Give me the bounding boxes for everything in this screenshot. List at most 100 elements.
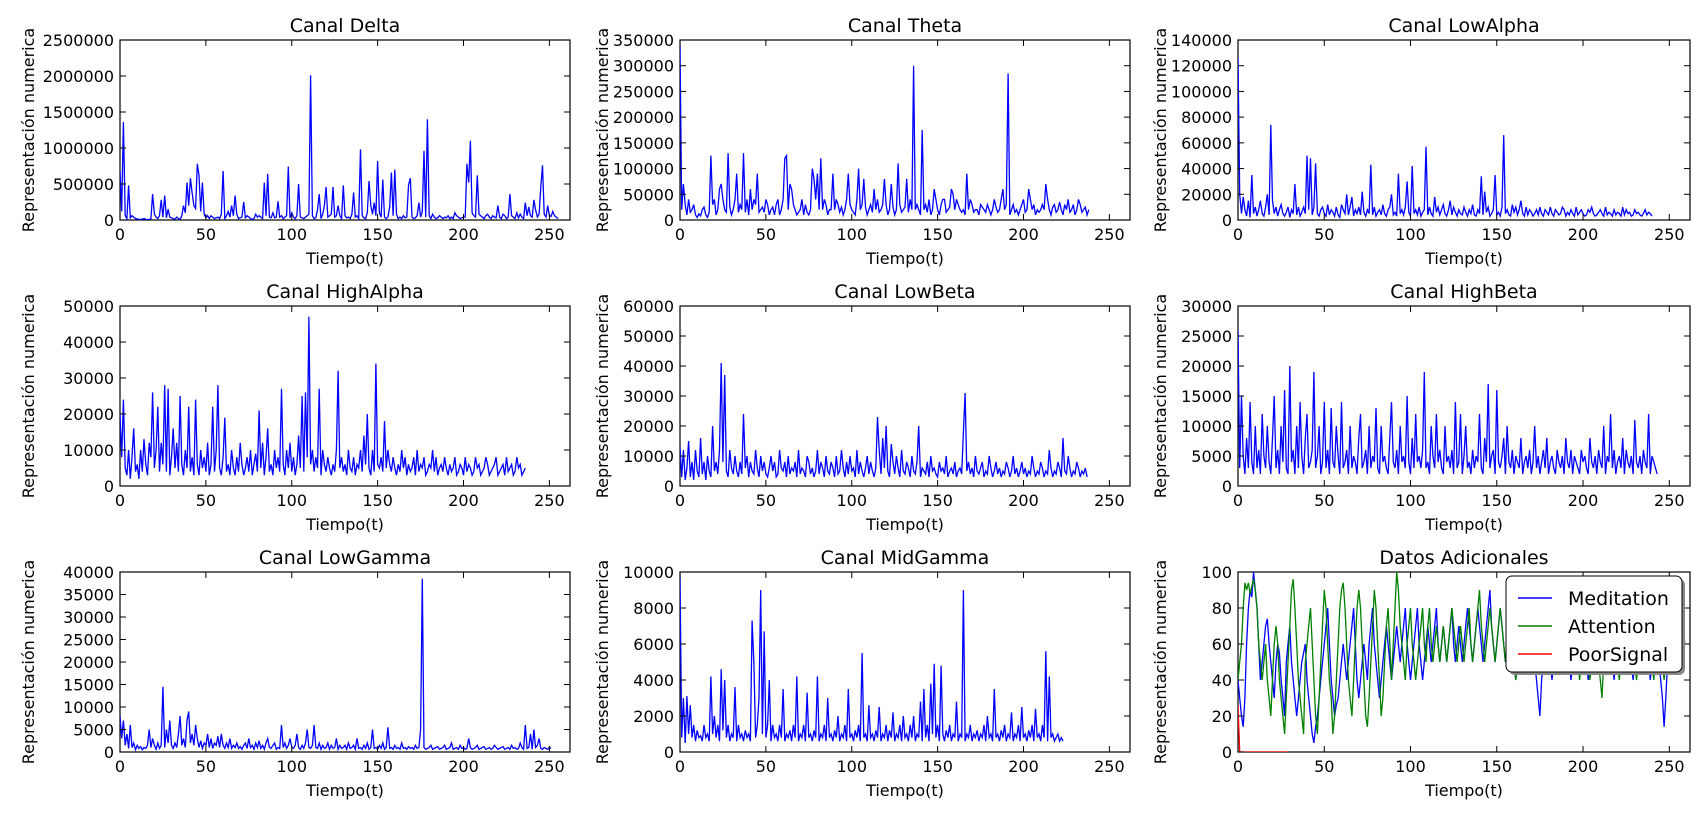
- x-tick-label: 0: [115, 491, 125, 510]
- x-tick-label: 50: [756, 491, 776, 510]
- y-tick-label: 2000000: [43, 67, 114, 86]
- y-tick-label: 35000: [63, 586, 114, 605]
- chart-title: Canal LowBeta: [834, 281, 975, 303]
- x-tick-label: 200: [1568, 491, 1599, 510]
- y-tick-label: 30000: [63, 608, 114, 627]
- x-tick-label: 200: [448, 757, 479, 776]
- legend-label: Attention: [1568, 616, 1656, 638]
- x-axis-label: Tiempo(t): [865, 249, 944, 268]
- plot-frame: [119, 571, 571, 753]
- series-line: [120, 316, 526, 479]
- y-tick-label: 20000: [1181, 357, 1232, 376]
- chart-title: Canal HighAlpha: [266, 281, 424, 303]
- y-tick-label: 60000: [623, 297, 674, 316]
- y-tick-label: 60000: [1181, 134, 1232, 153]
- x-tick-label: 100: [1395, 757, 1426, 776]
- chart-panel-4: 0 50 100 150 200 250 0 10000 20000 30000 40000 5000…: [19, 281, 571, 534]
- y-tick-label: 200000: [613, 108, 674, 127]
- x-axis-label: Tiempo(t): [1424, 781, 1503, 800]
- y-tick-label: 20000: [63, 653, 114, 672]
- x-axis-label: Tiempo(t): [305, 781, 384, 800]
- x-tick-label: 250: [534, 491, 565, 510]
- x-tick-label: 0: [675, 757, 685, 776]
- x-tick-label: 100: [836, 225, 867, 244]
- x-tick-label: 200: [448, 491, 479, 510]
- x-tick-label: 50: [1314, 491, 1334, 510]
- x-tick-label: 200: [1008, 225, 1039, 244]
- x-tick-label: 50: [196, 225, 216, 244]
- x-tick-label: 0: [115, 225, 125, 244]
- y-tick-label: 15000: [1181, 387, 1232, 406]
- y-axis-label: Representación numerica: [19, 28, 38, 232]
- y-tick-label: 120000: [1171, 57, 1232, 76]
- y-tick-label: 0: [664, 211, 674, 230]
- y-tick-label: 20000: [623, 417, 674, 436]
- y-tick-label: 30000: [63, 369, 114, 388]
- legend-label: PoorSignal: [1568, 644, 1668, 666]
- y-tick-label: 140000: [1171, 31, 1232, 50]
- x-tick-label: 250: [1094, 225, 1125, 244]
- series-line: [680, 45, 1090, 219]
- y-tick-label: 30000: [623, 387, 674, 406]
- x-tick-label: 250: [1094, 757, 1125, 776]
- y-tick-label: 30000: [1181, 297, 1232, 316]
- y-tick-label: 40000: [63, 563, 114, 582]
- x-tick-label: 0: [675, 491, 685, 510]
- x-tick-label: 150: [362, 757, 393, 776]
- y-tick-label: 1500000: [43, 103, 114, 122]
- y-tick-label: 20000: [63, 405, 114, 424]
- x-axis-label: Tiempo(t): [1424, 515, 1503, 534]
- x-tick-label: 50: [1314, 225, 1334, 244]
- y-tick-label: 20: [1212, 707, 1232, 726]
- y-tick-label: 10000: [623, 563, 674, 582]
- x-tick-label: 50: [196, 757, 216, 776]
- y-tick-label: 4000: [633, 671, 674, 690]
- chart-title: Canal LowGamma: [259, 547, 431, 569]
- y-tick-label: 0: [104, 477, 114, 496]
- x-tick-label: 200: [448, 225, 479, 244]
- x-tick-label: 250: [1654, 757, 1685, 776]
- x-axis-label: Tiempo(t): [305, 515, 384, 534]
- x-tick-label: 0: [1233, 757, 1243, 776]
- x-axis-label: Tiempo(t): [1424, 249, 1503, 268]
- y-axis-label: Representación numerica: [1151, 294, 1170, 498]
- y-tick-label: 500000: [53, 175, 114, 194]
- x-axis-label: Tiempo(t): [305, 249, 384, 268]
- plot-frame: [119, 39, 571, 221]
- chart-title: Canal MidGamma: [821, 547, 990, 569]
- x-tick-label: 250: [1094, 491, 1125, 510]
- y-tick-label: 0: [664, 743, 674, 762]
- y-axis-label: Representación numerica: [1151, 560, 1170, 764]
- y-tick-label: 5000: [1191, 447, 1232, 466]
- y-tick-label: 100000: [1171, 82, 1232, 101]
- x-tick-label: 50: [196, 491, 216, 510]
- x-tick-label: 0: [1233, 491, 1243, 510]
- series-line: [1238, 329, 1658, 475]
- chart-panel-3: 0 50 100 150 200 250 0 20000 40000 60000 80000 1000…: [1151, 15, 1691, 268]
- y-tick-label: 10000: [63, 441, 114, 460]
- x-tick-label: 50: [756, 757, 776, 776]
- series-line: [1238, 57, 1653, 220]
- x-tick-label: 150: [922, 491, 953, 510]
- x-tick-label: 0: [1233, 225, 1243, 244]
- x-tick-label: 200: [1008, 491, 1039, 510]
- y-tick-label: 50000: [63, 297, 114, 316]
- chart-panel-1: 0 50 100 150 200 250 0 500000 1000000 1500000 2000…: [19, 15, 571, 268]
- plot-frame: [679, 39, 1131, 221]
- y-tick-label: 10000: [1181, 417, 1232, 436]
- series-line: [680, 575, 1064, 744]
- x-tick-label: 150: [1482, 491, 1513, 510]
- y-tick-label: 5000: [73, 721, 114, 740]
- y-axis-label: Representación numerica: [593, 294, 612, 498]
- y-tick-label: 2000: [633, 707, 674, 726]
- x-tick-label: 100: [836, 491, 867, 510]
- chart-panel-5: 0 50 100 150 200 250 0 10000 20000 30000 40000 5000…: [593, 281, 1131, 534]
- y-tick-label: 80000: [1181, 108, 1232, 127]
- y-tick-label: 100: [1201, 563, 1232, 582]
- series-line: [680, 362, 1088, 481]
- chart-title: Canal Theta: [848, 15, 962, 37]
- y-axis-label: Representación numerica: [593, 28, 612, 232]
- x-tick-label: 50: [756, 225, 776, 244]
- y-tick-label: 8000: [633, 599, 674, 618]
